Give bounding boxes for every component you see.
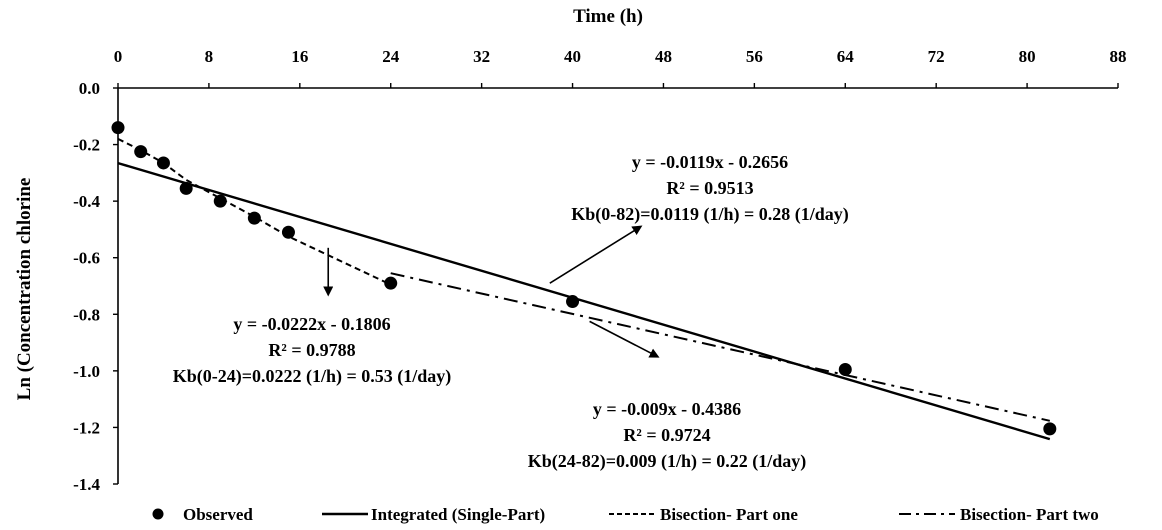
equation-text: R² = 0.9513 <box>666 178 753 198</box>
y-tick-label: -0.8 <box>73 305 100 324</box>
legend-label: Observed <box>183 505 253 524</box>
observed-point <box>213 194 227 208</box>
x-tick-label: 32 <box>473 47 490 66</box>
x-tick-label: 40 <box>564 47 581 66</box>
observed-point <box>838 362 852 376</box>
y-tick-label: -0.4 <box>73 192 100 211</box>
equation-annotation: y = -0.0119x - 0.2656 R² = 0.9513 Kb(0-82)… <box>549 152 849 284</box>
equation-text: R² = 0.9724 <box>623 425 710 445</box>
legend-item: Observed <box>152 505 253 524</box>
x-tick-label: 72 <box>928 47 945 66</box>
series-layer <box>111 121 1057 441</box>
x-tick-label: 48 <box>655 47 672 66</box>
x-tick-label: 56 <box>746 47 763 66</box>
x-tick-label: 80 <box>1019 47 1036 66</box>
observed-point <box>281 225 295 239</box>
annotation-arrow <box>589 320 660 358</box>
x-tick-label: 0 <box>114 47 123 66</box>
annotation-arrow <box>549 225 643 284</box>
y-tick-label: 0.0 <box>79 79 100 98</box>
observed-point <box>156 156 170 170</box>
y-tick-label: -0.2 <box>73 136 100 155</box>
legend-label: Bisection- Part two <box>960 505 1099 524</box>
observed-point <box>111 121 125 135</box>
y-tick-label: -0.6 <box>73 249 100 268</box>
observed-point <box>566 295 580 309</box>
equation-text: y = -0.009x - 0.4386 <box>593 399 741 419</box>
x-tick-label: 8 <box>205 47 214 66</box>
legend-item: Bisection- Part one <box>609 505 798 524</box>
legend-marker <box>152 508 164 520</box>
y-tick-label: -1.0 <box>73 362 100 381</box>
legend-item: Integrated (Single-Part) <box>322 505 545 524</box>
y-ticks: 0.0 -0.2 -0.4 -0.6 -0.8 -1.0 -1.2 -1.4 <box>73 79 118 494</box>
y-tick-label: -1.4 <box>73 475 100 494</box>
equation-text: Kb(0-24)=0.0222 (1/h) = 0.53 (1/day) <box>173 366 452 387</box>
equation-text: R² = 0.9788 <box>268 340 355 360</box>
series-line-solid <box>117 161 1051 441</box>
x-ticks: 0 8 16 24 32 40 48 56 64 72 80 88 <box>114 47 1127 88</box>
observed-point <box>384 276 398 290</box>
observed-point <box>1043 422 1057 436</box>
equation-annotation: y = -0.009x - 0.4386 R² = 0.9724 Kb(24-82)… <box>528 320 807 472</box>
equation-annotation: y = -0.0222x - 0.1806 R² = 0.9788 Kb(0-24)… <box>173 247 452 387</box>
x-axis-title: Time (h) <box>573 6 643 27</box>
legend-item: Bisection- Part two <box>899 505 1099 524</box>
observed-point <box>134 145 148 159</box>
x-tick-label: 88 <box>1110 47 1127 66</box>
observed-point <box>179 181 193 195</box>
axes <box>117 87 1118 484</box>
legend: Observed Integrated (Single-Part) Bisectio… <box>152 505 1099 524</box>
x-tick-label: 24 <box>382 47 400 66</box>
y-tick-label: -1.2 <box>73 418 100 437</box>
series-line-dashdot <box>390 272 1051 422</box>
x-tick-label: 16 <box>291 47 308 66</box>
annotations-layer: y = -0.0119x - 0.2656 R² = 0.9513 Kb(0-82)… <box>173 152 849 472</box>
y-axis-title: Ln (Concentration chlorine <box>14 178 35 401</box>
x-tick-label: 64 <box>837 47 855 66</box>
observed-point <box>247 211 261 225</box>
equation-text: y = -0.0119x - 0.2656 <box>632 152 788 172</box>
equation-text: y = -0.0222x - 0.1806 <box>233 314 390 334</box>
equation-text: Kb(24-82)=0.009 (1/h) = 0.22 (1/day) <box>528 451 807 472</box>
legend-label: Bisection- Part one <box>660 505 798 524</box>
equation-text: Kb(0-82)=0.0119 (1/h) = 0.28 (1/day) <box>571 204 849 225</box>
legend-label: Integrated (Single-Part) <box>371 505 545 524</box>
